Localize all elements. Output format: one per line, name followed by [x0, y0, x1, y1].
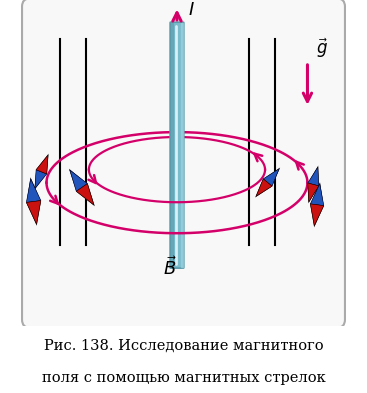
- Polygon shape: [308, 165, 319, 204]
- Polygon shape: [310, 204, 324, 226]
- Polygon shape: [35, 170, 47, 189]
- Polygon shape: [256, 179, 272, 196]
- FancyBboxPatch shape: [22, 0, 345, 328]
- Polygon shape: [69, 169, 95, 206]
- Polygon shape: [70, 170, 87, 191]
- Polygon shape: [26, 179, 41, 202]
- Polygon shape: [26, 200, 41, 224]
- Polygon shape: [263, 169, 279, 186]
- Polygon shape: [308, 183, 319, 202]
- Polygon shape: [36, 155, 48, 174]
- Polygon shape: [34, 154, 48, 190]
- Polygon shape: [310, 184, 324, 206]
- Text: поля с помощью магнитных стрелок: поля с помощью магнитных стрелок: [41, 371, 326, 385]
- Text: $\vec{g}$: $\vec{g}$: [316, 37, 328, 61]
- Polygon shape: [308, 167, 319, 186]
- Text: $\vec{B}$: $\vec{B}$: [163, 256, 178, 279]
- FancyBboxPatch shape: [170, 22, 184, 268]
- Polygon shape: [255, 167, 280, 198]
- Polygon shape: [310, 182, 324, 228]
- Polygon shape: [76, 184, 94, 205]
- Text: $I$: $I$: [188, 1, 195, 19]
- Text: Рис. 138. Исследование магнитного: Рис. 138. Исследование магнитного: [44, 339, 323, 353]
- Polygon shape: [26, 177, 41, 226]
